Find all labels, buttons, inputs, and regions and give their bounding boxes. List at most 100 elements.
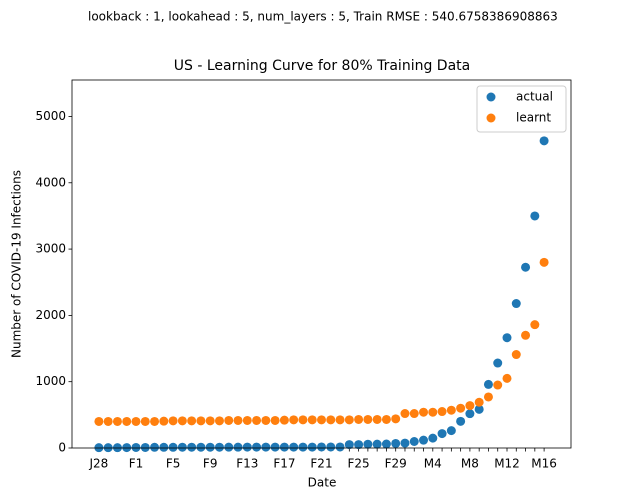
point (344, 415, 354, 425)
suptitle: lookback : 1, lookahead : 5, num_layers … (88, 10, 558, 24)
legend-box (476, 85, 567, 133)
plot-frame (71, 79, 572, 449)
point (112, 416, 122, 426)
point (233, 442, 243, 452)
point (446, 426, 456, 436)
point (103, 416, 113, 426)
point (196, 442, 206, 452)
point (391, 438, 401, 448)
point (224, 442, 234, 452)
x-tick-label: F29 (385, 457, 407, 471)
point (270, 415, 280, 425)
legend-label: actual (516, 90, 553, 104)
point (363, 414, 373, 424)
point (335, 415, 345, 425)
point (483, 379, 493, 389)
point (150, 442, 160, 452)
point (196, 416, 206, 426)
point (298, 415, 308, 425)
point (214, 442, 224, 452)
point (187, 442, 197, 452)
point (261, 415, 271, 425)
point (465, 409, 475, 419)
x-tick-label: J28 (88, 457, 108, 471)
point (456, 416, 466, 426)
point (493, 380, 503, 390)
x-tick-label: F13 (236, 457, 258, 471)
point (168, 442, 178, 452)
point (177, 442, 187, 452)
x-axis-label: Date (308, 476, 337, 490)
legend-label: learnt (516, 111, 551, 125)
point (400, 438, 410, 448)
point (400, 409, 410, 419)
point (521, 330, 531, 340)
y-tick-label: 3000 (35, 242, 66, 256)
x-tick-label: M16 (531, 457, 557, 471)
legend-marker (486, 92, 496, 102)
y-tick-label: 5000 (35, 109, 66, 123)
y-tick-label: 1000 (35, 374, 66, 388)
point (344, 440, 354, 450)
point (140, 416, 150, 426)
x-tick-label: F25 (348, 457, 370, 471)
point (326, 415, 336, 425)
point (242, 442, 252, 452)
point (428, 433, 438, 443)
point (261, 442, 271, 452)
point (252, 442, 262, 452)
point (428, 407, 438, 417)
point (159, 416, 169, 426)
point (187, 416, 197, 426)
point (279, 415, 289, 425)
point (372, 439, 382, 449)
point (419, 407, 429, 417)
legend-marker (486, 113, 496, 123)
point (326, 442, 336, 452)
point (122, 416, 132, 426)
point (307, 415, 317, 425)
point (150, 416, 160, 426)
point (530, 211, 540, 221)
point (539, 257, 549, 267)
point (289, 442, 299, 452)
point (446, 405, 456, 415)
point (224, 415, 234, 425)
point (437, 407, 447, 417)
point (242, 415, 252, 425)
point (474, 397, 484, 407)
x-tick-label: M4 (424, 457, 442, 471)
x-tick-label: F1 (129, 457, 144, 471)
x-tick-label: F9 (203, 457, 218, 471)
point (94, 416, 104, 426)
point (409, 437, 419, 447)
point (354, 414, 364, 424)
point (279, 442, 289, 452)
point (409, 409, 419, 419)
point (252, 415, 262, 425)
point (159, 442, 169, 452)
x-tick-label: F5 (166, 457, 181, 471)
point (530, 320, 540, 330)
point (372, 414, 382, 424)
point (381, 439, 391, 449)
x-tick-label: F17 (273, 457, 295, 471)
point (205, 416, 215, 426)
y-tick-label: 2000 (35, 308, 66, 322)
point (502, 333, 512, 343)
point (437, 429, 447, 439)
point (521, 262, 531, 272)
point (539, 136, 549, 146)
point (363, 439, 373, 449)
point (381, 414, 391, 424)
point (456, 403, 466, 413)
y-tick-label: 4000 (35, 175, 66, 189)
point (465, 401, 475, 411)
point (391, 414, 401, 424)
point (214, 416, 224, 426)
chart-title: US - Learning Curve for 80% Training Dat… (174, 58, 470, 74)
point (177, 416, 187, 426)
point (140, 442, 150, 452)
y-axis-label: Number of COVID-19 Infections (10, 170, 24, 358)
